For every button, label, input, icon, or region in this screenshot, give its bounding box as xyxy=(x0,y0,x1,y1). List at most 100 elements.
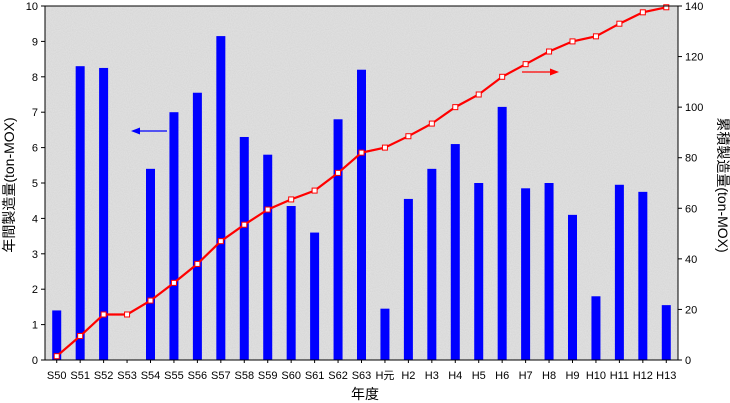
bar-S63 xyxy=(357,69,366,360)
left-tick-label: 9 xyxy=(32,36,38,48)
right-tick-label: 60 xyxy=(685,203,697,215)
line-point-H3 xyxy=(428,120,435,127)
bar-S52 xyxy=(99,67,109,360)
line-point-S59 xyxy=(264,206,271,213)
line-markers xyxy=(53,4,670,360)
line-point-S60 xyxy=(288,196,295,203)
line-point-H8 xyxy=(546,48,553,55)
bar-H6 xyxy=(497,106,507,360)
bar-S61 xyxy=(310,232,320,360)
left-tick-label: 7 xyxy=(32,107,38,119)
line-point-S55 xyxy=(170,279,177,286)
x-tick-label: H11 xyxy=(610,370,629,382)
line-point-S56 xyxy=(194,260,201,267)
line-point-S62 xyxy=(335,169,342,176)
bar-H12 xyxy=(638,191,648,360)
x-tick-label: H7 xyxy=(519,370,533,382)
x-tick-label: S52 xyxy=(94,370,114,382)
x-tick-label: H2 xyxy=(401,370,415,382)
bar-S56 xyxy=(192,92,202,360)
bar-H2 xyxy=(403,198,413,360)
line-point-H7 xyxy=(522,61,529,68)
x-tick-label: H10 xyxy=(586,370,606,382)
line-point-H2 xyxy=(405,133,412,140)
bar-series xyxy=(52,36,671,361)
left-axis-title: 年間製造量(ton-MOX) xyxy=(1,117,17,252)
left-tick-label: 4 xyxy=(32,213,38,225)
x-tick-label: S50 xyxy=(47,370,67,382)
line-point-S54 xyxy=(147,297,154,304)
bar-H13 xyxy=(661,305,671,360)
left-tick-label: 6 xyxy=(32,143,38,155)
bar-H9 xyxy=(568,214,577,360)
x-tick-label: S51 xyxy=(70,370,90,382)
left-tick-label: 8 xyxy=(32,72,38,84)
left-tick-label: 1 xyxy=(32,320,38,332)
x-tick-label: S58 xyxy=(234,370,254,382)
bar-H7 xyxy=(521,188,531,360)
x-tick-label: H9 xyxy=(565,370,579,382)
bar-H3 xyxy=(427,168,437,360)
right-axis-arrow xyxy=(522,68,559,76)
left-tick-label: 3 xyxy=(32,249,38,261)
bar-H11 xyxy=(614,184,624,360)
x-tick-label: H12 xyxy=(633,370,653,382)
x-tick-label: H8 xyxy=(542,370,556,382)
line-point-S52 xyxy=(100,311,107,318)
x-tick-label: H5 xyxy=(472,370,486,382)
right-tick-label: 120 xyxy=(685,52,703,64)
line-point-S58 xyxy=(241,221,248,228)
bar-S59 xyxy=(263,154,273,360)
line-point-H6 xyxy=(499,73,506,80)
line-point-S63 xyxy=(358,149,365,156)
line-point-S51 xyxy=(77,332,84,339)
bar-H元 xyxy=(380,308,390,360)
x-tick-label: S55 xyxy=(164,370,184,382)
x-tick-label: S60 xyxy=(281,370,301,382)
bar-H10 xyxy=(591,296,601,360)
bar-S50 xyxy=(52,310,62,360)
line-point-H10 xyxy=(592,33,599,40)
x-tick-label: S63 xyxy=(352,370,372,382)
line-point-H12 xyxy=(639,9,646,16)
right-tick-label: 20 xyxy=(685,304,697,316)
line-point-S57 xyxy=(217,238,224,245)
left-tick-label: 10 xyxy=(26,1,38,13)
bar-S55 xyxy=(169,112,179,360)
bar-S57 xyxy=(216,36,226,361)
x-tick-label: H6 xyxy=(495,370,509,382)
x-tick-label: S57 xyxy=(211,370,231,382)
x-tick-label: H3 xyxy=(425,370,439,382)
bar-H4 xyxy=(450,144,460,360)
x-tick-label: S54 xyxy=(141,370,161,382)
left-tick-label: 2 xyxy=(32,284,38,296)
x-tick-label: S56 xyxy=(188,370,208,382)
line-point-S61 xyxy=(311,187,318,194)
line-point-H5 xyxy=(475,91,482,98)
left-axis-arrow xyxy=(131,127,167,135)
line-point-H元 xyxy=(381,144,388,151)
x-tick-label: H元 xyxy=(375,370,394,382)
line-point-S50 xyxy=(53,353,60,360)
bar-H8 xyxy=(544,183,554,360)
x-axis-title: 年度 xyxy=(351,386,379,402)
bar-S60 xyxy=(286,206,296,360)
bar-S62 xyxy=(333,119,343,360)
right-tick-label: 140 xyxy=(685,1,703,13)
right-tick-label: 40 xyxy=(685,254,697,266)
x-tick-label: S62 xyxy=(328,370,348,382)
right-tick-label: 0 xyxy=(685,355,691,367)
x-tick-label: H4 xyxy=(448,370,462,382)
left-tick-label: 5 xyxy=(32,178,38,190)
line-point-H11 xyxy=(616,20,623,27)
right-axis-title: 累積製造量(ton-MOX) xyxy=(715,117,730,252)
x-tick-label: S53 xyxy=(117,370,137,382)
x-tick-label: H13 xyxy=(656,370,676,382)
x-tick-label: S61 xyxy=(305,370,325,382)
bar-S51 xyxy=(75,66,85,361)
bar-H5 xyxy=(474,183,484,360)
x-tick-label: S59 xyxy=(258,370,278,382)
bar-S54 xyxy=(146,168,155,360)
